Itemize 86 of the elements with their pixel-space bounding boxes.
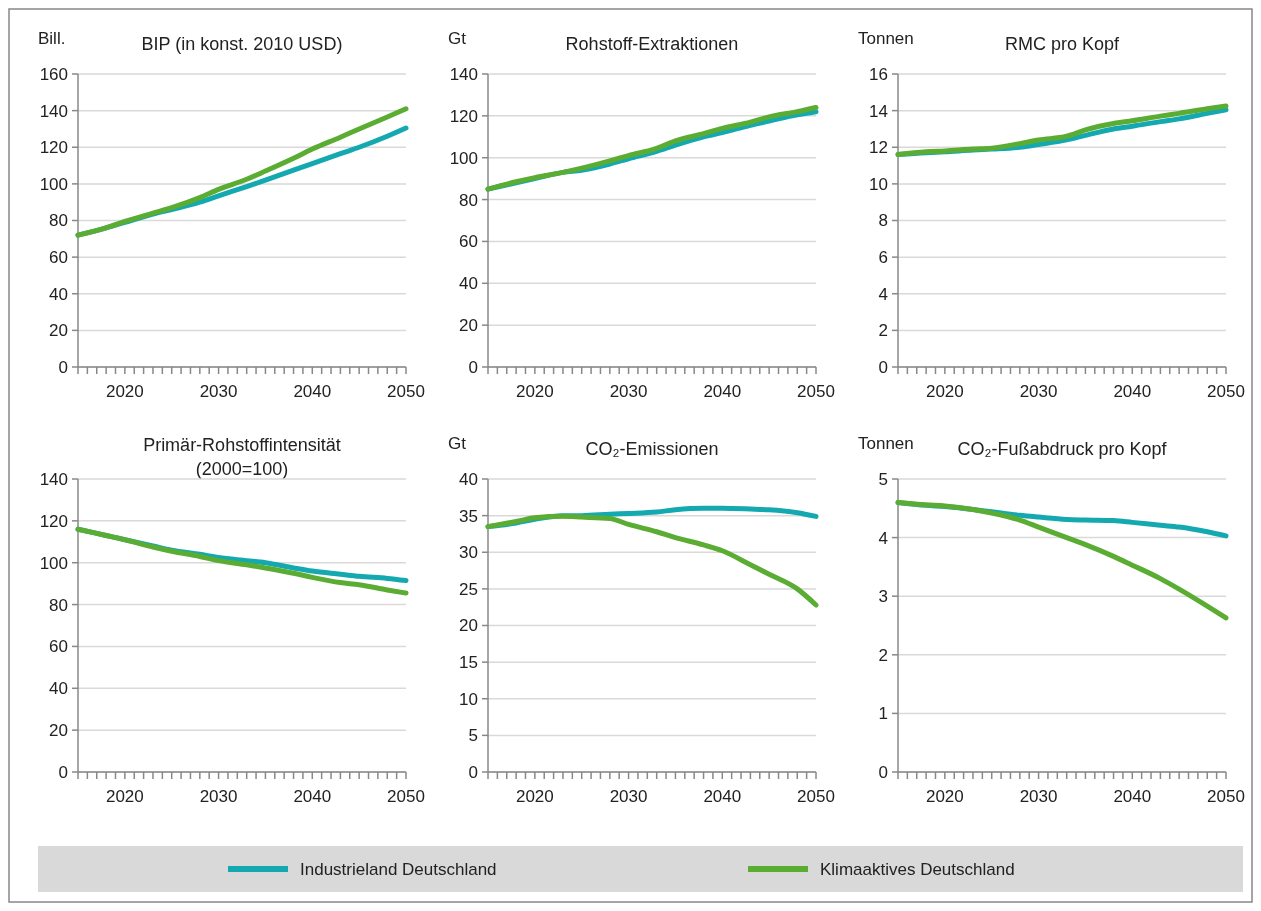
x-tick-label: 2040: [293, 382, 332, 401]
y-tick-label: 10: [459, 689, 478, 709]
y-axis-title: Bill.: [38, 29, 66, 48]
chart-title: CO₂-Emissionen: [585, 439, 719, 459]
x-tick-label: 2040: [703, 382, 742, 401]
y-tick-label: 35: [459, 506, 478, 526]
y-tick-label: 15: [459, 653, 478, 673]
x-tick-label: 2030: [609, 787, 648, 806]
y-tick-label: 120: [39, 511, 68, 531]
y-tick-label: 140: [39, 469, 68, 489]
y-tick-label: 20: [49, 721, 68, 741]
y-tick-label: 4: [878, 284, 888, 304]
x-tick-label: 2040: [1113, 382, 1152, 401]
y-tick-label: 120: [449, 106, 478, 126]
y-tick-label: 0: [58, 357, 68, 377]
legend-label: Klimaaktives Deutschland: [820, 859, 1015, 879]
y-tick-label: 4: [878, 528, 888, 548]
y-tick-label: 20: [49, 321, 68, 341]
y-tick-label: 10: [869, 174, 888, 194]
x-tick-label: 2020: [515, 382, 554, 401]
y-tick-label: 0: [468, 357, 478, 377]
y-tick-label: 8: [878, 211, 888, 231]
y-tick-label: 0: [878, 762, 888, 782]
y-tick-label: 120: [39, 138, 68, 158]
y-tick-label: 16: [869, 64, 888, 84]
y-tick-label: 1: [878, 704, 888, 724]
y-tick-label: 20: [459, 616, 478, 636]
x-tick-label: 2030: [199, 382, 238, 401]
chart-title: CO₂-Fußabdruck pro Kopf: [957, 439, 1168, 459]
y-tick-label: 30: [459, 543, 478, 563]
x-tick-label: 2020: [515, 787, 554, 806]
x-tick-label: 2040: [703, 787, 742, 806]
y-tick-label: 12: [869, 138, 888, 158]
y-tick-label: 80: [459, 190, 478, 210]
y-tick-label: 0: [468, 762, 478, 782]
chart-title: BIP (in konst. 2010 USD): [141, 34, 343, 54]
x-tick-label: 2030: [609, 382, 648, 401]
y-axis-title: Gt: [448, 29, 467, 48]
y-tick-label: 6: [878, 248, 888, 268]
y-tick-label: 100: [39, 174, 68, 194]
x-tick-label: 2020: [105, 382, 144, 401]
y-tick-label: 80: [49, 595, 68, 615]
y-tick-label: 60: [459, 232, 478, 252]
x-tick-label: 2050: [797, 787, 835, 806]
y-tick-label: 25: [459, 579, 478, 599]
x-tick-label: 2030: [199, 787, 238, 806]
y-tick-label: 0: [878, 357, 888, 377]
x-tick-label: 2030: [1019, 787, 1058, 806]
chart-title: RMC pro Kopf: [1004, 34, 1121, 54]
y-axis-title: Tonnen: [858, 434, 914, 453]
y-tick-label: 100: [449, 148, 478, 168]
y-tick-label: 20: [459, 316, 478, 336]
y-tick-label: 0: [58, 762, 68, 782]
y-axis-title: Tonnen: [858, 29, 914, 48]
y-tick-label: 60: [49, 248, 68, 268]
legend-label: Industrieland Deutschland: [300, 859, 497, 879]
y-tick-label: 5: [468, 726, 478, 746]
y-tick-label: 80: [49, 211, 68, 231]
y-tick-label: 40: [49, 284, 68, 304]
x-tick-label: 2050: [797, 382, 835, 401]
y-tick-label: 2: [878, 645, 888, 665]
x-tick-label: 2040: [1113, 787, 1152, 806]
x-tick-label: 2030: [1019, 382, 1058, 401]
y-tick-label: 40: [459, 469, 478, 489]
y-tick-label: 5: [878, 469, 888, 489]
y-tick-label: 60: [49, 637, 68, 657]
x-tick-label: 2050: [387, 382, 425, 401]
y-tick-label: 40: [49, 679, 68, 699]
x-tick-label: 2020: [925, 382, 964, 401]
x-tick-label: 2020: [105, 787, 144, 806]
x-tick-label: 2050: [1207, 382, 1245, 401]
x-tick-label: 2020: [925, 787, 964, 806]
y-tick-label: 3: [878, 587, 888, 607]
chart-title: Rohstoff-Extraktionen: [565, 34, 739, 54]
chart-title: Primär-Rohstoffintensität (2000=100): [143, 435, 341, 479]
y-tick-label: 140: [39, 101, 68, 121]
x-tick-label: 2050: [387, 787, 425, 806]
y-tick-label: 40: [459, 274, 478, 294]
x-tick-label: 2050: [1207, 787, 1245, 806]
y-tick-label: 14: [869, 101, 888, 121]
y-tick-label: 140: [449, 64, 478, 84]
y-axis-title: Gt: [448, 434, 467, 453]
x-tick-label: 2040: [293, 787, 332, 806]
y-tick-label: 100: [39, 553, 68, 573]
y-tick-label: 160: [39, 64, 68, 84]
y-tick-label: 2: [878, 321, 888, 341]
